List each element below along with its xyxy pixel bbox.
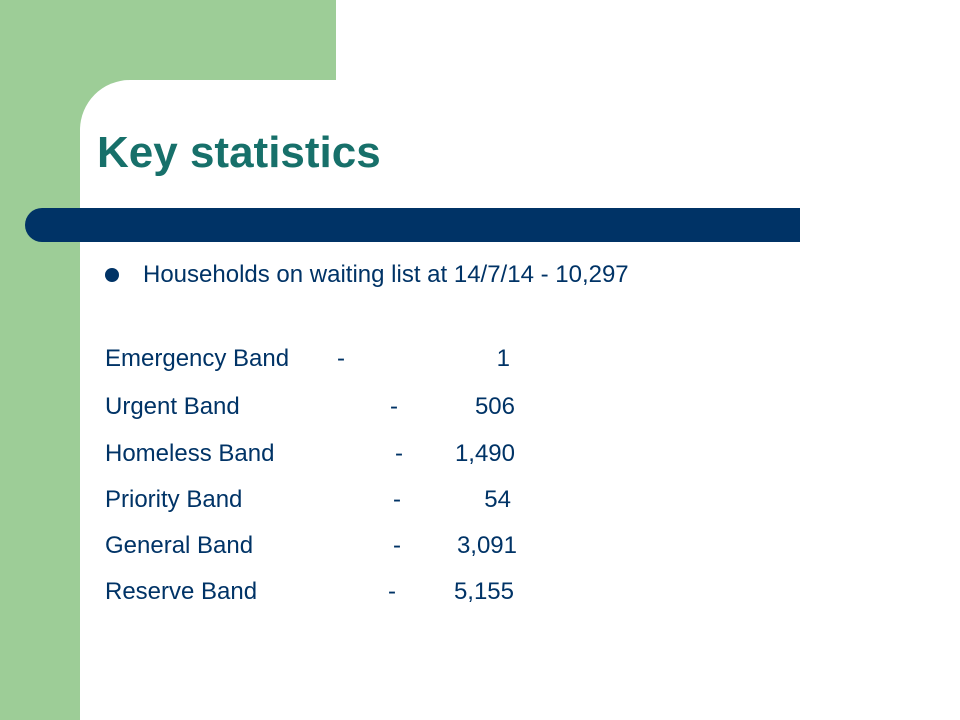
band-label: Priority Band — [105, 486, 243, 513]
band-dash: - — [337, 345, 345, 372]
band-value: 54 — [484, 486, 511, 513]
band-dash: - — [393, 486, 401, 513]
band-dash: - — [393, 532, 401, 559]
band-row-urgent: Urgent Band - 506 — [105, 393, 525, 429]
band-row-reserve: Reserve Band - 5,155 — [105, 578, 525, 614]
band-value: 1 — [496, 345, 510, 372]
band-label: General Band — [105, 532, 254, 559]
band-row-homeless: Homeless Band - 1,490 — [105, 440, 525, 476]
band-label: Homeless Band — [105, 440, 275, 467]
band-label: Emergency Band — [105, 345, 290, 372]
band-row-emergency: Emergency Band - 1 — [105, 345, 525, 381]
band-value: 506 — [474, 393, 515, 420]
band-value: 3,091 — [456, 532, 517, 559]
band-row-priority: Priority Band - 54 — [105, 486, 525, 522]
band-value: 5,155 — [453, 578, 514, 605]
band-dash: - — [395, 440, 403, 467]
bullet-item: Households on waiting list at 14/7/14 - … — [105, 255, 629, 295]
band-label: Reserve Band — [105, 578, 258, 605]
band-dash: - — [390, 393, 398, 420]
band-value: 1,490 — [454, 440, 515, 467]
content-panel — [80, 80, 960, 720]
band-row-general: General Band - 3,091 — [105, 532, 525, 568]
bullet-dot-icon — [105, 268, 119, 282]
slide-title: Key statistics — [97, 128, 381, 177]
band-dash: - — [388, 578, 396, 605]
band-label: Urgent Band — [105, 393, 240, 420]
bullet-text: Households on waiting list at 14/7/14 - … — [143, 261, 629, 288]
title-underline-bar — [25, 208, 800, 242]
